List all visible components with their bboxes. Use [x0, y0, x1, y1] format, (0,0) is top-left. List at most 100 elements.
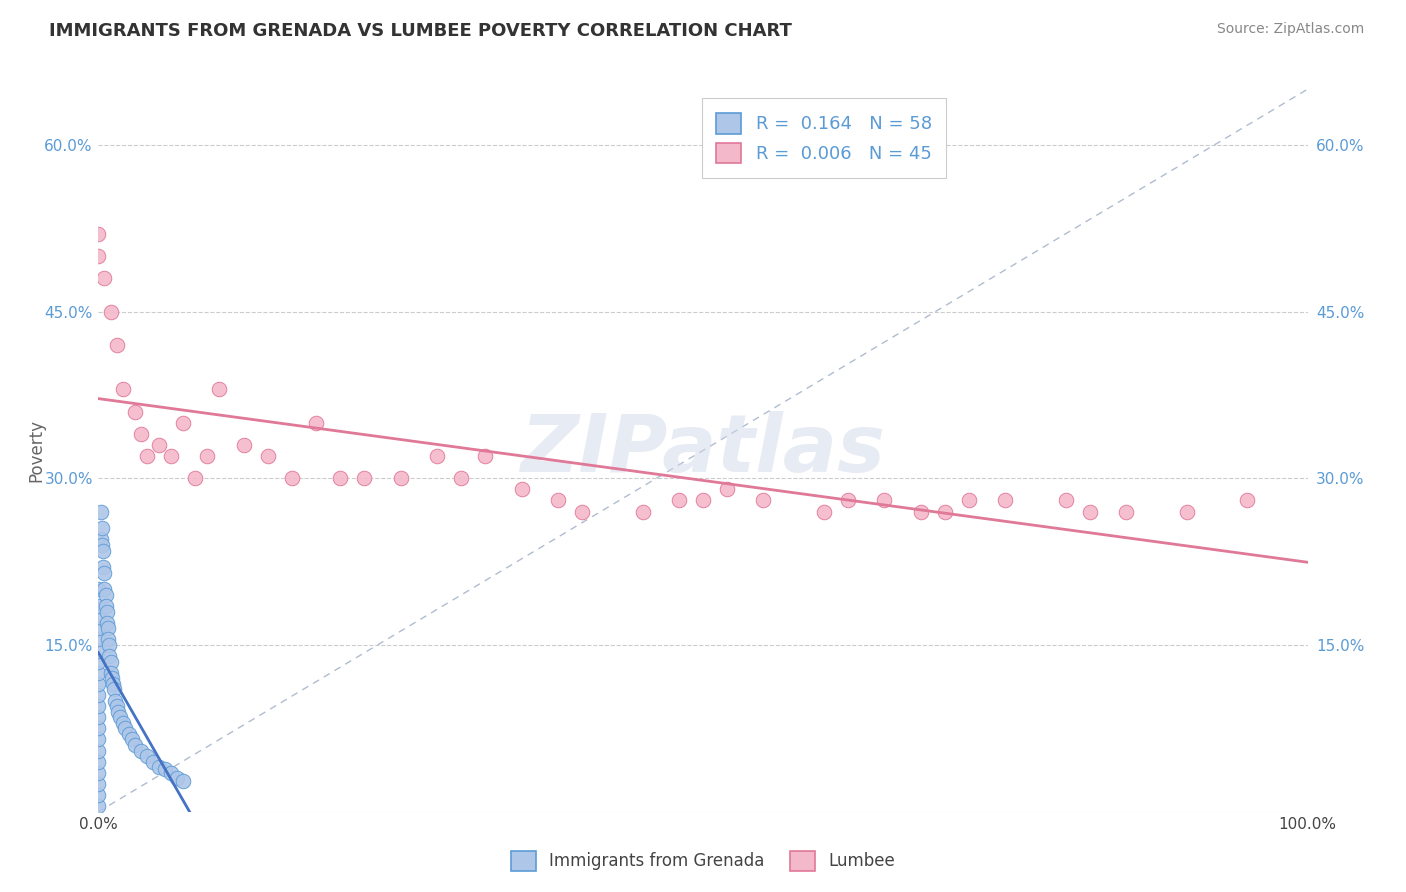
Point — [87, 743, 110, 757]
Point — [172, 416, 194, 430]
Point — [90, 533, 112, 547]
Point — [87, 722, 110, 736]
Point — [96, 605, 118, 619]
Point — [716, 483, 738, 497]
Point — [166, 772, 188, 786]
Point — [256, 449, 278, 463]
Point — [957, 493, 980, 508]
Point — [692, 493, 714, 508]
Point — [474, 449, 496, 463]
Point — [105, 699, 128, 714]
Point — [172, 773, 194, 788]
Point — [87, 699, 110, 714]
Point — [153, 763, 176, 777]
Point — [813, 505, 835, 519]
Point — [87, 788, 110, 802]
Point — [91, 543, 114, 558]
Point — [87, 582, 110, 597]
Point — [121, 732, 143, 747]
Point — [148, 760, 170, 774]
Point — [1115, 505, 1137, 519]
Point — [87, 710, 110, 724]
Point — [208, 382, 231, 396]
Point — [129, 426, 152, 441]
Point — [87, 765, 110, 780]
Point — [1054, 493, 1077, 508]
Point — [87, 777, 110, 791]
Legend: R =  0.164   N = 58, R =  0.006   N = 45: R = 0.164 N = 58, R = 0.006 N = 45 — [702, 98, 946, 178]
Point — [100, 655, 122, 669]
Point — [87, 732, 110, 747]
Point — [148, 438, 170, 452]
Point — [87, 227, 110, 241]
Point — [124, 404, 146, 418]
Point — [142, 755, 165, 769]
Text: IMMIGRANTS FROM GRENADA VS LUMBEE POVERTY CORRELATION CHART: IMMIGRANTS FROM GRENADA VS LUMBEE POVERT… — [49, 22, 792, 40]
Point — [87, 677, 110, 691]
Point — [426, 449, 449, 463]
Point — [1236, 493, 1258, 508]
Point — [160, 449, 183, 463]
Point — [668, 493, 690, 508]
Point — [752, 493, 775, 508]
Text: ZIPatlas: ZIPatlas — [520, 411, 886, 490]
Point — [129, 743, 152, 757]
Point — [87, 632, 110, 647]
Legend: Immigrants from Grenada, Lumbee: Immigrants from Grenada, Lumbee — [503, 842, 903, 880]
Point — [389, 471, 412, 485]
Point — [934, 505, 956, 519]
Point — [111, 382, 134, 396]
Point — [93, 566, 115, 580]
Point — [101, 677, 124, 691]
Point — [97, 632, 120, 647]
Point — [450, 471, 472, 485]
Point — [87, 688, 110, 702]
Point — [87, 610, 110, 624]
Point — [837, 493, 859, 508]
Point — [87, 755, 110, 769]
Point — [96, 615, 118, 630]
Point — [232, 438, 254, 452]
Point — [87, 665, 110, 680]
Point — [135, 749, 157, 764]
Point — [510, 483, 533, 497]
Point — [93, 271, 115, 285]
Point — [90, 505, 112, 519]
Point — [91, 538, 114, 552]
Point — [994, 493, 1017, 508]
Point — [105, 338, 128, 352]
Point — [104, 693, 127, 707]
Point — [100, 665, 122, 680]
Y-axis label: Poverty: Poverty — [27, 419, 45, 482]
Point — [87, 655, 110, 669]
Point — [87, 643, 110, 657]
Point — [100, 671, 122, 685]
Point — [94, 599, 117, 613]
Point — [124, 738, 146, 752]
Point — [91, 521, 114, 535]
Point — [87, 799, 110, 814]
Point — [108, 710, 131, 724]
Point — [103, 682, 125, 697]
Point — [97, 621, 120, 635]
Point — [910, 505, 932, 519]
Point — [114, 722, 136, 736]
Point — [98, 638, 121, 652]
Point — [93, 582, 115, 597]
Point — [118, 727, 141, 741]
Text: Source: ZipAtlas.com: Source: ZipAtlas.com — [1216, 22, 1364, 37]
Point — [87, 599, 110, 613]
Point — [631, 505, 654, 519]
Point — [87, 621, 110, 635]
Point — [329, 471, 352, 485]
Point — [873, 493, 896, 508]
Point — [184, 471, 207, 485]
Point — [135, 449, 157, 463]
Point — [281, 471, 304, 485]
Point — [94, 588, 117, 602]
Point — [100, 304, 122, 318]
Point — [353, 471, 375, 485]
Point — [547, 493, 569, 508]
Point — [195, 449, 218, 463]
Point — [91, 560, 114, 574]
